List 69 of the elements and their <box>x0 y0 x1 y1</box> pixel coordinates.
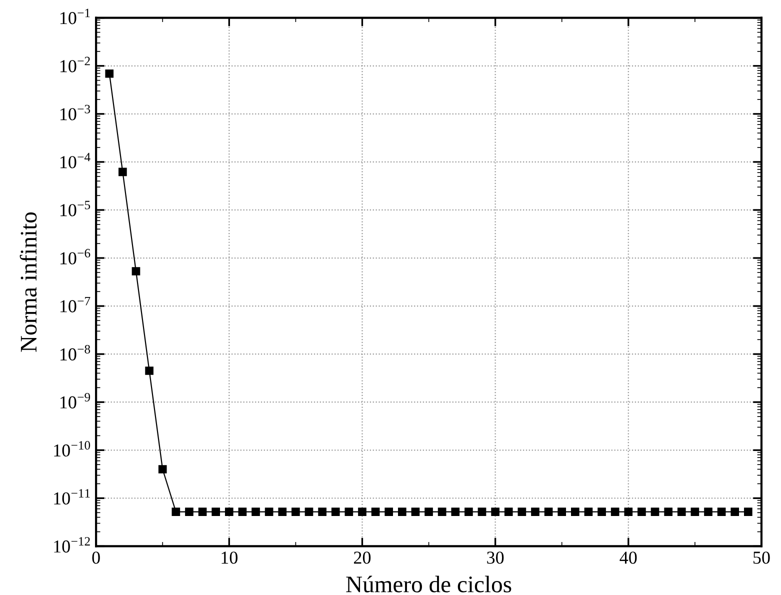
y-tick-label: 10$^{−9}$ <box>60 393 90 408</box>
point <box>411 508 420 516</box>
point <box>504 508 513 516</box>
point <box>518 508 526 516</box>
y-tick-label: 10$^{−11}$ <box>54 489 90 505</box>
x-tick-label: 40 <box>620 552 637 564</box>
point <box>158 465 167 474</box>
point <box>544 508 553 516</box>
y-tick-label: 10$^{−5}$ <box>60 200 90 216</box>
point <box>677 508 686 516</box>
point <box>491 508 500 516</box>
y-tick-label: 10$^{−4}$ <box>60 152 90 168</box>
point <box>304 508 314 516</box>
y-tick-label: 10$^{−7}$ <box>60 296 90 312</box>
point <box>610 508 620 516</box>
point <box>717 508 726 516</box>
point <box>292 508 300 516</box>
x-tick-label: 0 <box>92 552 100 564</box>
point <box>224 508 234 516</box>
point <box>358 508 366 516</box>
point <box>132 267 140 276</box>
point <box>264 508 274 516</box>
point <box>570 508 580 516</box>
point <box>690 508 700 516</box>
point <box>650 508 660 516</box>
point <box>212 508 220 516</box>
point <box>624 508 633 516</box>
y-tick-label: 10$^{−12}$ <box>54 537 90 553</box>
point <box>398 508 406 516</box>
x-tick-label: 20 <box>354 552 371 564</box>
point <box>105 69 114 78</box>
y-tick-label: 10$^{−10}$ <box>54 441 90 457</box>
x-tick-label: 50 <box>753 552 770 564</box>
point <box>278 508 287 516</box>
point <box>451 508 460 516</box>
point <box>238 508 247 516</box>
point <box>185 508 194 516</box>
point <box>664 508 672 516</box>
point <box>704 508 712 516</box>
point <box>558 508 566 516</box>
point <box>730 508 740 516</box>
point <box>198 508 207 516</box>
x-axis-title: Número de ciclos <box>346 576 512 592</box>
point <box>318 508 326 516</box>
y-tick-label: 10$^{−6}$ <box>60 248 90 264</box>
point <box>145 366 154 375</box>
point <box>744 508 752 516</box>
point <box>344 508 354 516</box>
point <box>638 508 646 516</box>
point <box>371 508 380 516</box>
point <box>438 508 446 516</box>
y-tick-label: 10$^{−8}$ <box>60 344 90 360</box>
point <box>478 508 486 516</box>
y-axis-title: Norma infinito <box>20 212 37 352</box>
x-tick-label: 30 <box>487 552 504 564</box>
y-tick-label: 10$^{−1}$ <box>60 8 90 24</box>
point <box>252 508 260 516</box>
point <box>464 508 473 516</box>
point <box>172 508 180 516</box>
point <box>331 508 340 516</box>
x-tick-label: 10 <box>222 552 238 564</box>
point <box>584 508 593 516</box>
point <box>424 508 433 516</box>
point <box>118 168 127 176</box>
y-tick-label: 10$^{−3}$ <box>60 104 90 120</box>
point <box>598 508 606 516</box>
point <box>384 508 394 516</box>
point <box>531 508 540 516</box>
y-tick-label: 10$^{−2}$ <box>60 56 90 72</box>
